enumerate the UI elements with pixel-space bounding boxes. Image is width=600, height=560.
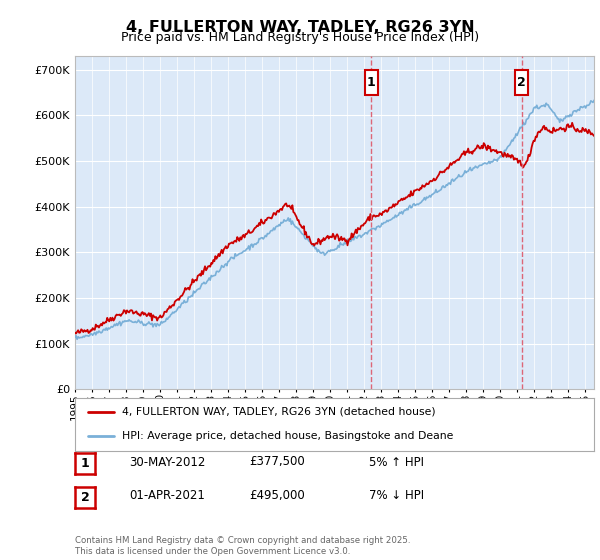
Text: HPI: Average price, detached house, Basingstoke and Deane: HPI: Average price, detached house, Basi…: [122, 431, 453, 441]
Text: 30-MAY-2012: 30-MAY-2012: [129, 455, 205, 469]
FancyBboxPatch shape: [515, 69, 528, 95]
Text: £377,500: £377,500: [249, 455, 305, 469]
Text: 5% ↑ HPI: 5% ↑ HPI: [369, 455, 424, 469]
Text: 2: 2: [517, 76, 526, 88]
Text: 1: 1: [80, 457, 89, 470]
Text: 4, FULLERTON WAY, TADLEY, RG26 3YN (detached house): 4, FULLERTON WAY, TADLEY, RG26 3YN (deta…: [122, 407, 436, 417]
Text: Price paid vs. HM Land Registry's House Price Index (HPI): Price paid vs. HM Land Registry's House …: [121, 31, 479, 44]
Text: 4, FULLERTON WAY, TADLEY, RG26 3YN: 4, FULLERTON WAY, TADLEY, RG26 3YN: [125, 20, 475, 35]
FancyBboxPatch shape: [365, 69, 378, 95]
Text: 01-APR-2021: 01-APR-2021: [129, 489, 205, 502]
Text: Contains HM Land Registry data © Crown copyright and database right 2025.
This d: Contains HM Land Registry data © Crown c…: [75, 536, 410, 556]
Text: £495,000: £495,000: [249, 489, 305, 502]
Text: 1: 1: [367, 76, 376, 88]
Text: 2: 2: [80, 491, 89, 504]
Text: 7% ↓ HPI: 7% ↓ HPI: [369, 489, 424, 502]
